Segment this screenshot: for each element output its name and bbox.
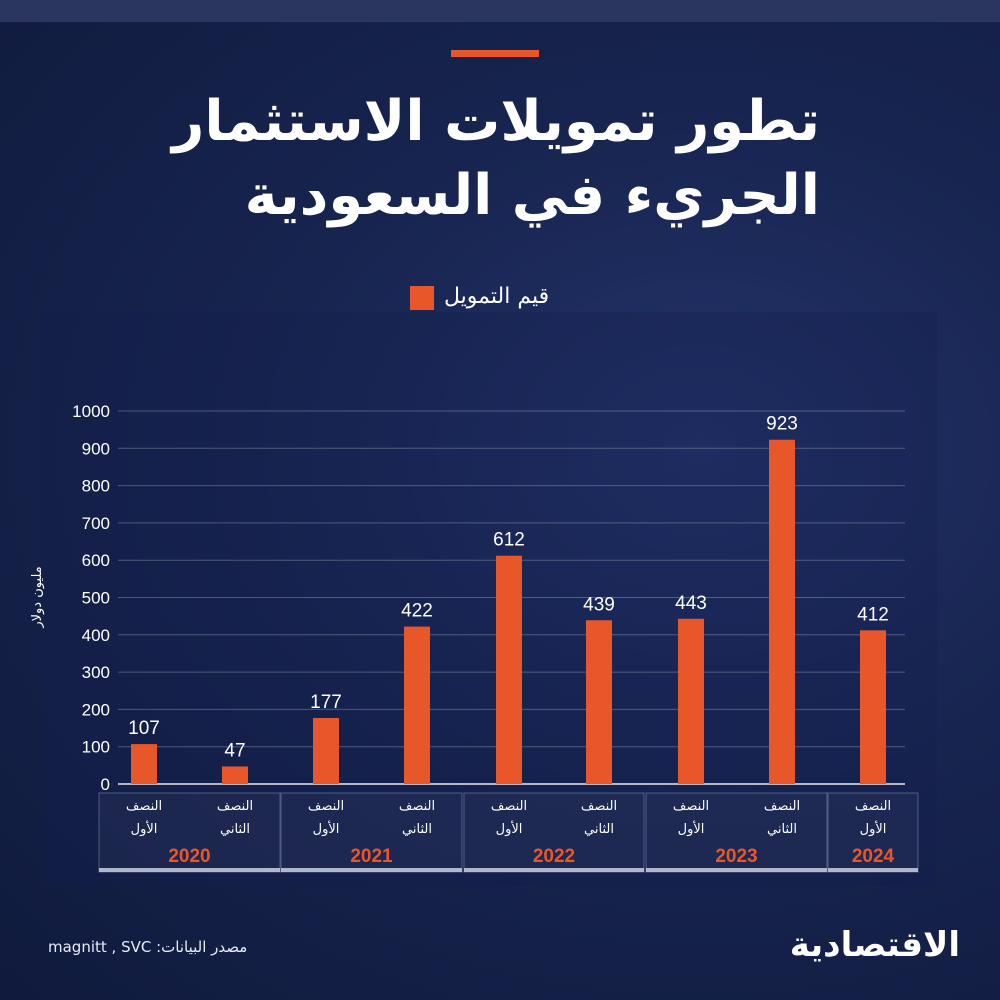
bar — [313, 717, 339, 784]
y-tick-label: 100 — [82, 738, 110, 757]
y-tick-label: 800 — [82, 477, 110, 496]
bar-value-label: 107 — [128, 718, 160, 739]
category-label-line2: الأول — [678, 820, 705, 837]
bar-value-label: 177 — [310, 692, 342, 713]
category-label-line1: النصف — [491, 799, 527, 814]
category-label-line2: الثاني — [402, 822, 432, 837]
y-tick-label: 1000 — [72, 402, 110, 421]
year-group-underline — [646, 868, 827, 872]
bar — [404, 626, 430, 784]
category-label-line1: النصف — [581, 799, 617, 814]
bar — [769, 439, 795, 784]
brand-logo: الاقتصادية — [789, 925, 960, 965]
y-tick-label: 700 — [82, 514, 110, 533]
category-label-line1: النصف — [217, 799, 253, 814]
source-note: مصدر البيانات: magnitt , SVC — [48, 938, 248, 956]
category-label-line2: الأول — [131, 820, 158, 837]
category-label-line2: الأول — [496, 820, 523, 837]
y-tick-label: 500 — [82, 589, 110, 608]
category-label-line2: الأول — [313, 820, 340, 837]
year-group-box — [280, 792, 463, 873]
bar-value-label: 412 — [857, 604, 889, 625]
y-tick-label: 900 — [82, 439, 110, 458]
bar-value-label: 612 — [493, 530, 525, 551]
top-strip — [0, 0, 1000, 22]
y-tick-label: 400 — [82, 626, 110, 645]
bar — [678, 618, 704, 784]
category-label-line1: النصف — [764, 799, 800, 814]
accent-line — [451, 50, 539, 57]
y-tick-label: 200 — [82, 700, 110, 719]
y-tick-label: 600 — [82, 551, 110, 570]
bar-value-label: 923 — [766, 414, 798, 435]
category-label-line1: النصف — [673, 799, 709, 814]
year-group-underline — [99, 868, 280, 872]
bar-value-label: 47 — [224, 740, 245, 761]
category-label-line2: الثاني — [220, 822, 250, 837]
bar-value-label: 443 — [675, 593, 707, 614]
year-group-underline — [828, 868, 918, 872]
year-group-underline — [281, 868, 462, 872]
bar — [586, 620, 612, 784]
year-group-box — [645, 792, 828, 873]
y-axis-title: مليون دولار — [30, 566, 45, 628]
y-tick-label: 300 — [82, 663, 110, 682]
category-label-line2: الثاني — [767, 822, 797, 837]
y-tick-label: 0 — [101, 775, 110, 794]
category-label-line2: الثاني — [584, 822, 614, 837]
bar — [222, 766, 248, 784]
year-group-box — [98, 792, 281, 873]
year-group-underline — [464, 868, 644, 872]
bar — [860, 630, 886, 784]
bar-value-label: 439 — [583, 594, 615, 615]
category-label-line1: النصف — [399, 799, 435, 814]
year-label: 2022 — [533, 846, 575, 867]
bar — [131, 744, 157, 784]
page-title: تطور تمويلات الاستثمار الجريء في السعودي… — [172, 89, 820, 228]
year-label: 2024 — [852, 846, 895, 867]
legend-swatch — [410, 286, 434, 310]
bar — [496, 555, 522, 784]
category-label-line1: النصف — [126, 799, 162, 814]
year-label: 2020 — [168, 846, 210, 867]
bar-value-label: 422 — [401, 601, 433, 622]
category-label-line2: الأول — [860, 820, 887, 837]
year-group-box — [827, 792, 919, 873]
year-group-box — [463, 792, 645, 873]
year-label: 2023 — [715, 846, 757, 867]
legend-label: قيم التمويل — [444, 284, 550, 309]
year-label: 2021 — [350, 846, 393, 867]
category-label-line1: النصف — [308, 799, 344, 814]
category-label-line1: النصف — [855, 799, 891, 814]
legend: قيم التمويل — [400, 282, 700, 312]
